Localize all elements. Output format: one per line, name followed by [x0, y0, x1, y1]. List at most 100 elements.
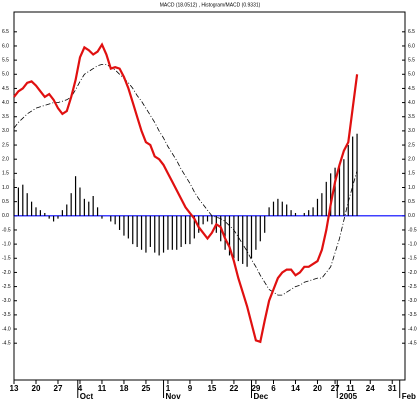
- histogram-bar: [347, 145, 349, 216]
- histogram-bar: [264, 215, 266, 233]
- y-tick-label: -2.5: [2, 284, 11, 290]
- y-tick-label: -3.0: [408, 298, 417, 304]
- histogram-bar: [13, 179, 15, 216]
- y-tick-label: 5.5: [408, 57, 415, 63]
- histogram-bar: [92, 196, 94, 216]
- x-tick-label: 29: [251, 384, 260, 393]
- histogram-bar: [211, 215, 213, 225]
- histogram-bar: [237, 215, 239, 262]
- month-label: 2005: [339, 392, 357, 400]
- histogram-bar: [294, 212, 297, 216]
- histogram-bar: [281, 201, 283, 216]
- x-tick-label: 22: [229, 384, 238, 393]
- y-tick-label: 6.0: [408, 43, 415, 49]
- histogram-bar: [334, 167, 336, 216]
- x-tick-label: 4: [78, 384, 83, 393]
- histogram-bar: [83, 198, 85, 216]
- y-tick-label: -1.0: [2, 241, 11, 247]
- x-tick-label: 6: [271, 384, 276, 393]
- macd-line: [13, 42, 359, 344]
- histogram-bar: [250, 215, 253, 259]
- histogram-bar: [132, 215, 134, 245]
- y-tick-label: -3.5: [408, 312, 417, 318]
- histogram-bar: [233, 215, 235, 259]
- histogram-bar: [259, 215, 261, 242]
- y-tick-label: 2.0: [408, 157, 415, 163]
- x-tick-label: 24: [366, 384, 375, 393]
- y-tick-label: 3.5: [2, 114, 9, 120]
- histogram-bar: [70, 193, 72, 216]
- histogram-bar: [189, 215, 191, 245]
- plot-frame: [13, 11, 406, 381]
- histogram-bar: [52, 215, 55, 222]
- y-tick-label: 4.5: [2, 86, 9, 92]
- x-tick-label: 31: [388, 384, 397, 393]
- x-tick-label: 27: [54, 384, 63, 393]
- histogram-bar: [35, 207, 37, 216]
- histogram-bar: [303, 212, 305, 216]
- histogram-bar: [96, 207, 99, 216]
- x-tick-label: 20: [313, 384, 322, 393]
- y-tick-label: -3.5: [2, 312, 11, 318]
- y-tick-label: 5.0: [2, 72, 9, 78]
- histogram-bar: [39, 210, 41, 216]
- x-tick-label: 13: [10, 384, 19, 393]
- histogram-bar: [101, 215, 103, 219]
- x-tick-label: 25: [141, 384, 150, 393]
- histogram-bar: [272, 201, 275, 216]
- histogram-bar: [356, 133, 358, 216]
- y-tick-label: 1.0: [408, 185, 415, 191]
- histogram-bar: [154, 215, 156, 253]
- signal-line: [13, 64, 358, 296]
- y-tick-label: 1.0: [2, 185, 9, 191]
- histogram-bar: [176, 215, 178, 250]
- histogram-bar: [277, 198, 279, 216]
- y-tick-label: -4.5: [2, 341, 11, 347]
- y-tick-label: 5.5: [2, 57, 9, 63]
- y-tick-label: -2.0: [408, 270, 417, 276]
- histogram-bar: [17, 187, 19, 216]
- histogram-bar: [325, 181, 327, 216]
- histogram-bar: [162, 215, 165, 253]
- y-tick-label: -4.0: [408, 326, 417, 332]
- histogram-bar: [145, 215, 147, 253]
- histogram-bar: [74, 176, 77, 216]
- histogram-bar: [180, 215, 182, 247]
- histogram-bar: [171, 215, 173, 250]
- y-tick-label: 0.0: [408, 213, 415, 219]
- y-tick-label: -1.5: [2, 256, 11, 262]
- histogram-bar: [26, 193, 28, 216]
- histogram-bar: [321, 193, 323, 216]
- histogram-bar: [290, 210, 292, 216]
- x-tick-label: 14: [291, 384, 300, 393]
- histogram-bar: [66, 204, 68, 216]
- y-tick-label: 2.0: [2, 157, 9, 163]
- y-tick-label: 6.5: [408, 29, 415, 35]
- y-tick-label: -1.0: [408, 241, 417, 247]
- x-tick-label: 27: [331, 384, 340, 393]
- y-tick-label: 3.5: [408, 114, 415, 120]
- y-tick-label: 3.0: [408, 128, 415, 134]
- histogram-bar: [338, 164, 341, 216]
- x-tick-label: 15: [207, 384, 216, 393]
- histogram-bar: [114, 215, 116, 225]
- month-label: Dec: [254, 392, 269, 400]
- y-tick-label: 0.5: [2, 199, 9, 205]
- y-tick-label: 4.0: [408, 100, 415, 106]
- histogram-bar: [202, 215, 204, 225]
- x-tick-label: 11: [346, 384, 355, 393]
- y-tick-label: 1.5: [2, 171, 9, 177]
- histogram-bar: [79, 187, 81, 216]
- histogram-bar: [268, 207, 270, 216]
- histogram-bar: [140, 215, 143, 250]
- histogram-bar: [228, 215, 231, 256]
- y-tick-label: 2.5: [408, 142, 415, 148]
- histogram-bar: [48, 215, 50, 219]
- y-tick-label: 0.0: [2, 213, 9, 219]
- histogram-bar: [61, 210, 63, 216]
- x-tick-label: 1: [166, 384, 171, 393]
- histogram-bar: [330, 173, 332, 216]
- histogram-bar: [312, 207, 314, 216]
- x-tick-label: 11: [98, 384, 107, 393]
